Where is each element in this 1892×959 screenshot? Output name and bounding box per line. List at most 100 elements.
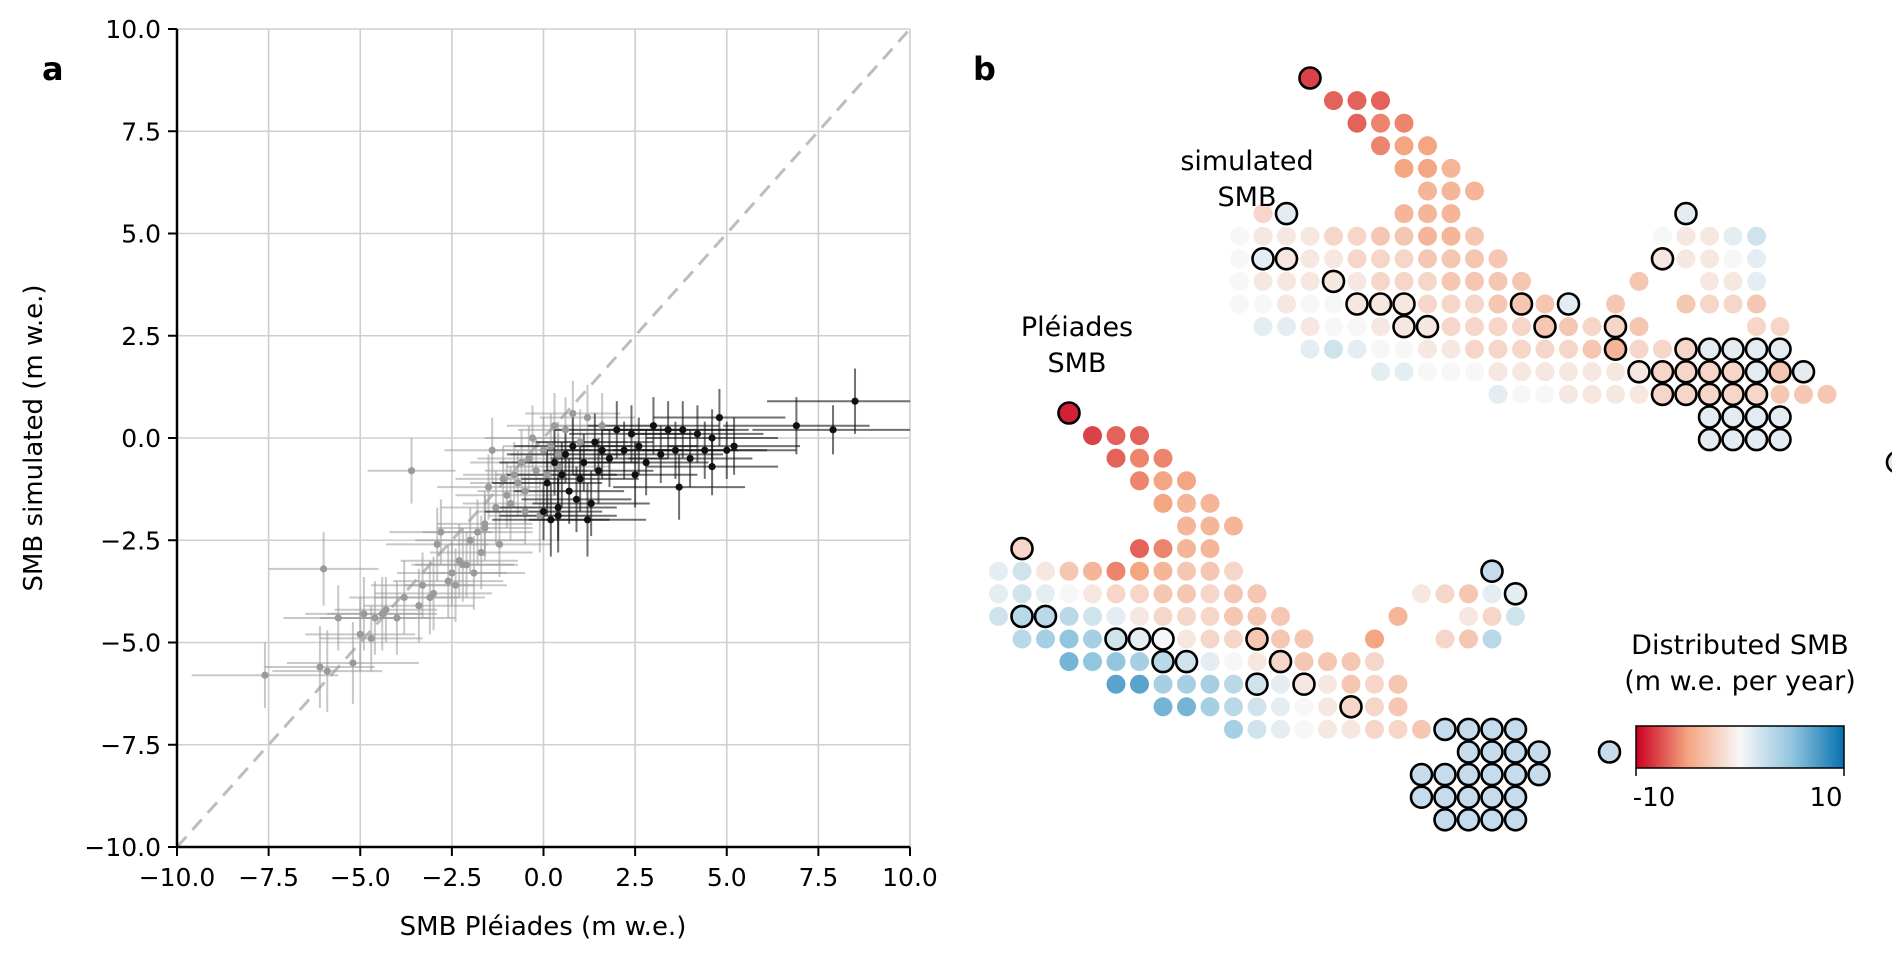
smb-cell xyxy=(1247,584,1267,604)
smb-cell xyxy=(1200,584,1220,604)
smb-cell xyxy=(1200,493,1220,513)
scatter-point xyxy=(723,446,731,454)
scatter-point xyxy=(528,434,537,442)
smb-cell xyxy=(1012,629,1032,649)
scatter-point xyxy=(550,458,559,467)
smb-cell xyxy=(1300,226,1320,246)
smb-cell xyxy=(1365,719,1384,739)
scatter-point xyxy=(473,528,482,536)
smb-cell-outlined xyxy=(1697,427,1722,452)
smb-cell xyxy=(1418,249,1437,269)
smb-cell xyxy=(1674,382,1698,407)
smb-cell xyxy=(1153,471,1173,491)
smb-cell xyxy=(1368,292,1393,316)
x-axis-label: SMB Pléiades (m w.e.) xyxy=(400,912,687,942)
smb-cell xyxy=(1300,294,1320,314)
smb-cell xyxy=(1292,672,1316,697)
colorbar-min-label: -10 xyxy=(1633,783,1675,813)
scatter-point xyxy=(598,446,606,454)
y-ticks: −10.0 −7.5 −5.0 −2.5 0.0 2.5 5.0 7.5 10.0 xyxy=(84,15,177,862)
scatter-point xyxy=(587,499,595,508)
smb-cell xyxy=(1224,674,1243,694)
smb-cell xyxy=(1347,271,1367,291)
smb-cell xyxy=(1200,539,1220,559)
smb-cell xyxy=(1388,606,1408,626)
smb-cell xyxy=(1441,158,1461,178)
smb-cell xyxy=(1230,226,1249,246)
smb-cell xyxy=(1347,113,1367,133)
scatter-point xyxy=(591,438,599,446)
smb-cell xyxy=(1676,249,1696,269)
smb-cell xyxy=(1153,539,1173,559)
smb-cell xyxy=(1650,246,1675,271)
smb-cell xyxy=(1441,181,1461,201)
smb-cell xyxy=(1271,719,1290,739)
smb-cell xyxy=(1059,629,1079,649)
smb-cell-outlined xyxy=(1721,337,1745,362)
smb-cell xyxy=(1488,249,1508,269)
smb-cell xyxy=(1509,292,1534,316)
smb-cell xyxy=(1294,652,1314,672)
y-axis-label: SMB simulated (m w.e.) xyxy=(19,284,49,591)
scatter-point xyxy=(569,442,577,450)
smb-cell xyxy=(1106,652,1126,672)
smb-cell xyxy=(1459,606,1478,626)
x-ticks: −10.0 −7.5 −5.0 −2.5 0.0 2.5 5.0 7.5 10.0 xyxy=(139,847,938,892)
smb-cell-outlined xyxy=(1744,405,1769,429)
smb-cell xyxy=(1535,294,1555,314)
smb-cell xyxy=(1298,66,1322,90)
smb-cell-outlined xyxy=(1480,559,1504,584)
smb-cell xyxy=(1388,674,1408,694)
scatter-point xyxy=(466,536,474,544)
scatter-point xyxy=(367,634,375,643)
x-tick-label: −10.0 xyxy=(139,863,216,892)
scatter-point xyxy=(547,442,555,450)
scatter-point xyxy=(558,471,566,479)
smb-cell xyxy=(1629,384,1649,404)
smb-cell xyxy=(1083,606,1102,626)
smb-cell xyxy=(1200,561,1220,581)
smb-cell xyxy=(1512,362,1531,382)
smb-cell xyxy=(1465,362,1484,382)
smb-cell-outlined xyxy=(1480,717,1504,742)
smb-cell xyxy=(1130,471,1149,491)
smb-cell-outlined xyxy=(1274,201,1299,226)
panel-b: b simulated SMB Pléiades SMB Distributed… xyxy=(973,50,1892,832)
scatter-point xyxy=(261,671,269,679)
scatter-point xyxy=(429,589,438,598)
x-tick-label: 10.0 xyxy=(882,863,938,892)
smb-cell xyxy=(1721,359,1745,384)
smb-cell-outlined xyxy=(1480,785,1504,810)
smb-cell xyxy=(1371,226,1390,246)
smb-cell xyxy=(1697,359,1722,384)
smb-cell xyxy=(1506,606,1525,626)
smb-cell xyxy=(1674,337,1698,362)
smb-cell xyxy=(1230,271,1249,291)
smb-cell xyxy=(1153,561,1173,581)
smb-cell xyxy=(1057,401,1081,425)
smb-cell xyxy=(1700,271,1719,291)
smb-cell xyxy=(1224,697,1243,717)
smb-cell xyxy=(1104,627,1128,651)
smb-cell xyxy=(1177,471,1196,491)
scatter-point xyxy=(514,479,522,487)
smb-cell xyxy=(1394,249,1414,269)
smb-cell-outlined xyxy=(1409,762,1434,787)
scatter-point xyxy=(356,630,364,638)
scatter-point xyxy=(503,491,511,499)
smb-cell xyxy=(1245,672,1269,697)
panel-b-label: b xyxy=(973,50,996,88)
smb-cell xyxy=(1441,271,1461,291)
smb-cell xyxy=(1271,674,1290,694)
smb-cell xyxy=(1224,719,1243,739)
smb-cell-outlined xyxy=(1433,762,1457,787)
smb-cell xyxy=(1674,359,1698,384)
smb-cell xyxy=(1347,249,1367,269)
smb-cell xyxy=(1723,249,1743,269)
scatter-point xyxy=(679,426,687,434)
smb-cell xyxy=(1012,561,1032,581)
smb-cell xyxy=(1371,136,1390,156)
smb-cell xyxy=(1653,339,1672,359)
pleiades-label-line2: SMB xyxy=(1048,348,1107,379)
smb-cell xyxy=(1130,674,1149,694)
